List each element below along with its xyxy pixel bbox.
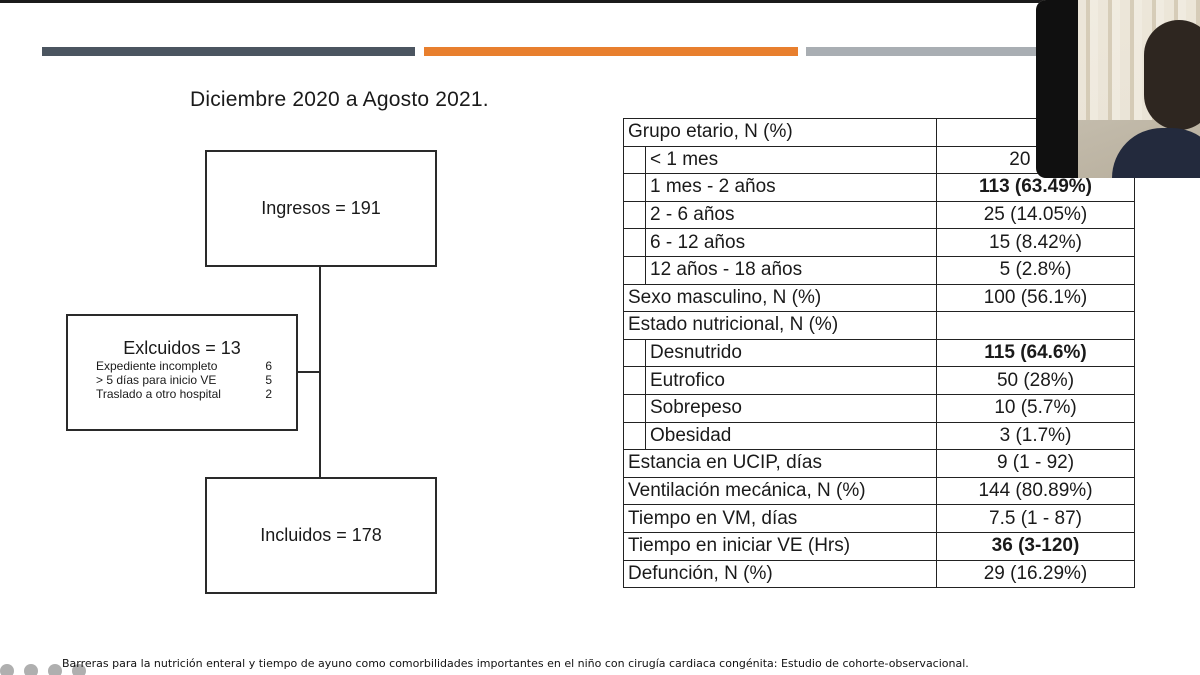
- webcam-frame-edge: [1036, 0, 1078, 178]
- table-indent-cell: [623, 421, 646, 451]
- table-row: Sobrepeso 10 (5.7%): [623, 393, 1135, 423]
- table-row: Sexo masculino, N (%) 100 (56.1%): [623, 283, 1135, 313]
- table-row: 12 años - 18 años 5 (2.8%): [623, 255, 1135, 285]
- table-indent-cell: [623, 255, 646, 285]
- excluidos-reason-label: Traslado a otro hospital: [96, 387, 221, 401]
- table-row-value: 50 (28%): [936, 366, 1135, 395]
- table-row-value: 15 (8.42%): [936, 228, 1135, 257]
- table-row: Tiempo en iniciar VE (Hrs) 36 (3-120): [623, 531, 1135, 561]
- table-row-label: Sexo masculino, N (%): [623, 283, 937, 313]
- table-row: Defunción, N (%) 29 (16.29%): [623, 559, 1135, 589]
- table-row-value: 144 (80.89%): [936, 476, 1135, 506]
- table-row: Tiempo en VM, días 7.5 (1 - 87): [623, 504, 1135, 533]
- table-row-value: 113 (63.49%): [936, 173, 1135, 202]
- top-border-line: [0, 0, 1200, 3]
- table-row-value: 7.5 (1 - 87): [936, 504, 1135, 533]
- excluidos-reason-label: Expediente incompleto: [96, 359, 218, 373]
- table-row: Ventilación mecánica, N (%) 144 (80.89%): [623, 476, 1135, 506]
- table-indent-cell: [623, 338, 646, 368]
- toolbar-grid-icon[interactable]: [72, 664, 86, 675]
- footnote-citation: Barreras para la nutrición enteral y tie…: [62, 657, 969, 670]
- table-row-value: 115 (64.6%): [936, 338, 1135, 368]
- table-row-label: Ventilación mecánica, N (%): [623, 476, 937, 506]
- excluidos-reason-label: > 5 días para inicio VE: [96, 373, 217, 387]
- table-row-value: 5 (2.8%): [936, 255, 1135, 285]
- table-row-value: 100 (56.1%): [936, 283, 1135, 313]
- date-range-title: Diciembre 2020 a Agosto 2021.: [190, 88, 489, 111]
- table-indent-cell: [623, 393, 646, 423]
- table-indent-cell: [623, 228, 646, 257]
- table-row-value: 9 (1 - 92): [936, 449, 1135, 478]
- table-row-label: 12 años - 18 años: [645, 255, 937, 285]
- excluidos-reason: Expediente incompleto 6: [96, 359, 286, 373]
- table-row: Estancia en UCIP, días 9 (1 - 92): [623, 449, 1135, 478]
- table-indent-cell: [623, 366, 646, 395]
- flow-box-excluidos: Exlcuidos = 13 Expediente incompleto 6 >…: [66, 314, 298, 431]
- flow-box-ingresos: Ingresos = 191: [205, 150, 437, 267]
- toolbar-prev-icon[interactable]: [0, 664, 14, 675]
- table-row-label: Estancia en UCIP, días: [623, 449, 937, 478]
- table-row: Estado nutricional, N (%): [623, 311, 1135, 340]
- header-bar-orange: [424, 47, 798, 56]
- webcam-person-shoulders: [1112, 128, 1200, 178]
- table-row: Desnutrido 115 (64.6%): [623, 338, 1135, 368]
- flow-connector-horizontal: [298, 371, 320, 373]
- table-row-label: 2 - 6 años: [645, 200, 937, 230]
- table-row: 2 - 6 años 25 (14.05%): [623, 200, 1135, 230]
- table-row-label: 6 - 12 años: [645, 228, 937, 257]
- incluidos-label: Incluidos = 178: [260, 525, 382, 545]
- table-row-label: Tiempo en iniciar VE (Hrs): [623, 531, 937, 561]
- excluidos-reason-count: 2: [265, 387, 272, 401]
- table-row: 6 - 12 años 15 (8.42%): [623, 228, 1135, 257]
- table-indent-cell: [623, 200, 646, 230]
- table-row-value: 3 (1.7%): [936, 421, 1135, 451]
- toolbar-zoom-icon[interactable]: [48, 664, 62, 675]
- presentation-toolbar[interactable]: [0, 664, 86, 675]
- table-row-label: < 1 mes: [645, 145, 937, 175]
- table-row-value: 25 (14.05%): [936, 200, 1135, 230]
- table-indent-cell: [623, 173, 646, 202]
- table-row-value: 10 (5.7%): [936, 393, 1135, 423]
- table-row-label: 1 mes - 2 años: [645, 173, 937, 202]
- table-row-label: Obesidad: [645, 421, 937, 451]
- excluidos-reason: Traslado a otro hospital 2: [96, 387, 286, 401]
- table-row-label: Grupo etario, N (%): [623, 118, 937, 147]
- flow-box-incluidos: Incluidos = 178: [205, 477, 437, 594]
- header-bar-gray: [806, 47, 1046, 56]
- table-row-label: Desnutrido: [645, 338, 937, 368]
- table-row-label: Sobrepeso: [645, 393, 937, 423]
- table-indent-cell: [623, 145, 646, 175]
- excluidos-reason: > 5 días para inicio VE 5: [96, 373, 286, 387]
- table-row-value: [936, 311, 1135, 340]
- table-row-label: Tiempo en VM, días: [623, 504, 937, 533]
- table-row: Obesidad 3 (1.7%): [623, 421, 1135, 451]
- webcam-person-head: [1144, 20, 1200, 130]
- header-bar-dark: [42, 47, 415, 56]
- table-row-label: Defunción, N (%): [623, 559, 937, 589]
- ingresos-label: Ingresos = 191: [261, 198, 381, 218]
- toolbar-pen-icon[interactable]: [24, 664, 38, 675]
- flow-connector-vertical: [319, 267, 321, 477]
- excluidos-reason-count: 5: [265, 373, 272, 387]
- table-row-value: 29 (16.29%): [936, 559, 1135, 589]
- table-row-label: Eutrofico: [645, 366, 937, 395]
- table-row: Eutrofico 50 (28%): [623, 366, 1135, 395]
- table-row: 1 mes - 2 años 113 (63.49%): [623, 173, 1135, 202]
- table-row-label: Estado nutricional, N (%): [623, 311, 937, 340]
- table-row-value: 36 (3-120): [936, 531, 1135, 561]
- excluidos-reason-count: 6: [265, 359, 272, 373]
- webcam-overlay: [1036, 0, 1200, 178]
- excluidos-title: Exlcuidos = 13: [123, 338, 241, 358]
